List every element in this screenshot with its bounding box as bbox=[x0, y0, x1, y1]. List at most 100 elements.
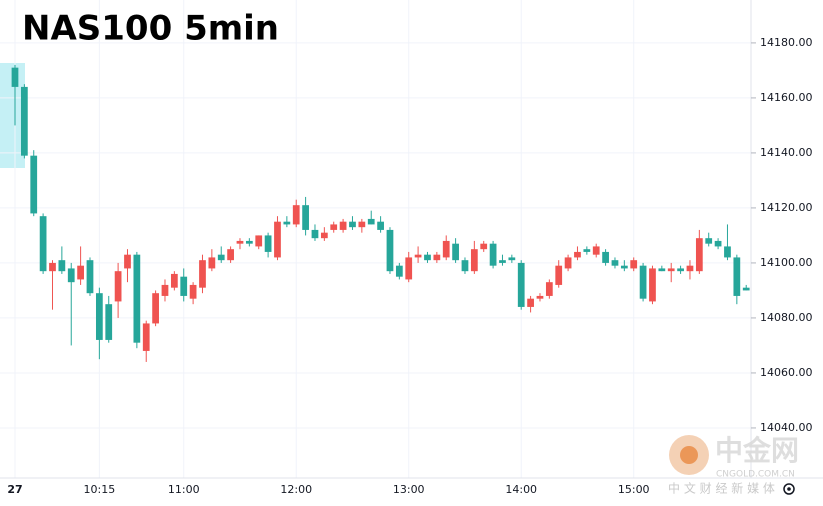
candle-body bbox=[39, 216, 47, 272]
candle-body bbox=[67, 268, 75, 283]
watermark: 中金网 CNGOLD.COM.CN 中 文 财 经 新 媒 体 bbox=[668, 434, 799, 496]
candle-body bbox=[714, 240, 722, 247]
candle-body bbox=[49, 262, 56, 272]
candle-body bbox=[583, 249, 591, 252]
candle-body bbox=[30, 155, 38, 214]
candle-body bbox=[114, 271, 122, 302]
watermark-name: 中金网 bbox=[715, 434, 799, 467]
candle-body bbox=[433, 254, 441, 261]
chart-title: NAS100 5min bbox=[22, 9, 279, 49]
candle-body bbox=[527, 298, 534, 307]
candle-body bbox=[405, 257, 413, 280]
candle-body bbox=[733, 257, 741, 296]
candle-body bbox=[395, 265, 403, 277]
candle-body bbox=[386, 229, 394, 272]
candle-body bbox=[208, 257, 216, 269]
candle-body bbox=[227, 249, 234, 261]
x-tick-label: 15:00 bbox=[618, 483, 650, 496]
candle-body bbox=[517, 262, 525, 307]
x-tick-label: 27 bbox=[7, 483, 22, 496]
candle-body bbox=[686, 265, 694, 272]
candle-body bbox=[217, 254, 225, 261]
candle-body bbox=[564, 257, 572, 269]
candle-body bbox=[602, 251, 609, 263]
candle-body bbox=[339, 221, 347, 230]
watermark-logo bbox=[680, 446, 698, 464]
candle-body bbox=[274, 221, 281, 258]
candle-body bbox=[452, 243, 459, 261]
candle-body bbox=[649, 268, 656, 302]
x-tick-label: 12:00 bbox=[280, 483, 312, 496]
candle-body bbox=[11, 67, 19, 87]
gear[interactable] bbox=[783, 483, 795, 495]
gear-center[interactable] bbox=[787, 487, 791, 491]
candle-body bbox=[630, 260, 638, 269]
y-tick-label: 14040.00 bbox=[760, 421, 813, 434]
candle-body bbox=[508, 257, 516, 261]
candles bbox=[11, 64, 750, 362]
x-tick-label: 10:15 bbox=[84, 483, 116, 496]
x-tick-label: 13:00 bbox=[393, 483, 425, 496]
candle-body bbox=[95, 293, 103, 340]
candle-body bbox=[320, 232, 328, 239]
candle-body bbox=[742, 287, 750, 291]
candle-body bbox=[255, 235, 263, 247]
candle-body bbox=[480, 243, 488, 250]
grid bbox=[0, 0, 751, 478]
candle-body bbox=[377, 221, 384, 230]
candle-body bbox=[470, 249, 478, 272]
candle-body bbox=[724, 246, 731, 258]
candle-body bbox=[658, 268, 666, 272]
candle-body bbox=[695, 238, 703, 272]
candle-body bbox=[367, 218, 375, 225]
y-tick-label: 14160.00 bbox=[760, 91, 813, 104]
candle-body bbox=[170, 273, 178, 288]
candle-body bbox=[161, 284, 169, 296]
candle-body bbox=[555, 265, 563, 285]
candle-body bbox=[236, 240, 244, 244]
candle-body bbox=[86, 260, 94, 294]
y-tick-label: 14100.00 bbox=[760, 256, 813, 269]
candle-body bbox=[620, 265, 628, 269]
watermark-slogan: 中 文 财 经 新 媒 体 bbox=[668, 481, 775, 496]
candle-body bbox=[414, 254, 422, 258]
candle-body bbox=[442, 240, 450, 258]
candle-body bbox=[677, 268, 684, 272]
y-tick-label: 14180.00 bbox=[760, 36, 813, 49]
candle-body bbox=[20, 86, 28, 156]
candle-body bbox=[499, 260, 506, 263]
candle-body bbox=[639, 265, 647, 299]
candle-body bbox=[292, 205, 300, 225]
candle-body bbox=[705, 238, 713, 244]
candle-body bbox=[461, 260, 469, 272]
candle-body bbox=[133, 254, 141, 343]
candle-body bbox=[189, 284, 197, 299]
candle-body bbox=[358, 221, 366, 228]
candle-body bbox=[611, 260, 619, 266]
candle-body bbox=[283, 221, 291, 225]
candle-body bbox=[311, 229, 319, 239]
candle-body bbox=[245, 240, 253, 244]
y-tick-label: 14080.00 bbox=[760, 311, 813, 324]
candle-body bbox=[545, 282, 553, 296]
candle-body bbox=[536, 295, 544, 299]
x-tick-label: 14:00 bbox=[505, 483, 537, 496]
candle-body bbox=[77, 265, 84, 280]
candle-body bbox=[574, 251, 581, 258]
candle-body bbox=[199, 260, 206, 288]
candle-body bbox=[330, 224, 338, 230]
candle-body bbox=[142, 323, 150, 351]
candle-body bbox=[302, 205, 309, 230]
candle-body bbox=[424, 254, 431, 261]
candle-body bbox=[667, 268, 675, 272]
candle-body bbox=[489, 243, 497, 266]
watermark-site: CNGOLD.COM.CN bbox=[716, 470, 795, 480]
settings-icon[interactable] bbox=[783, 483, 795, 495]
candle-body bbox=[592, 246, 600, 255]
y-tick-label: 14120.00 bbox=[760, 201, 813, 214]
x-tick-label: 11:00 bbox=[168, 483, 200, 496]
candle-body bbox=[349, 221, 356, 228]
candle-body bbox=[152, 293, 159, 324]
candle-body bbox=[180, 276, 188, 296]
